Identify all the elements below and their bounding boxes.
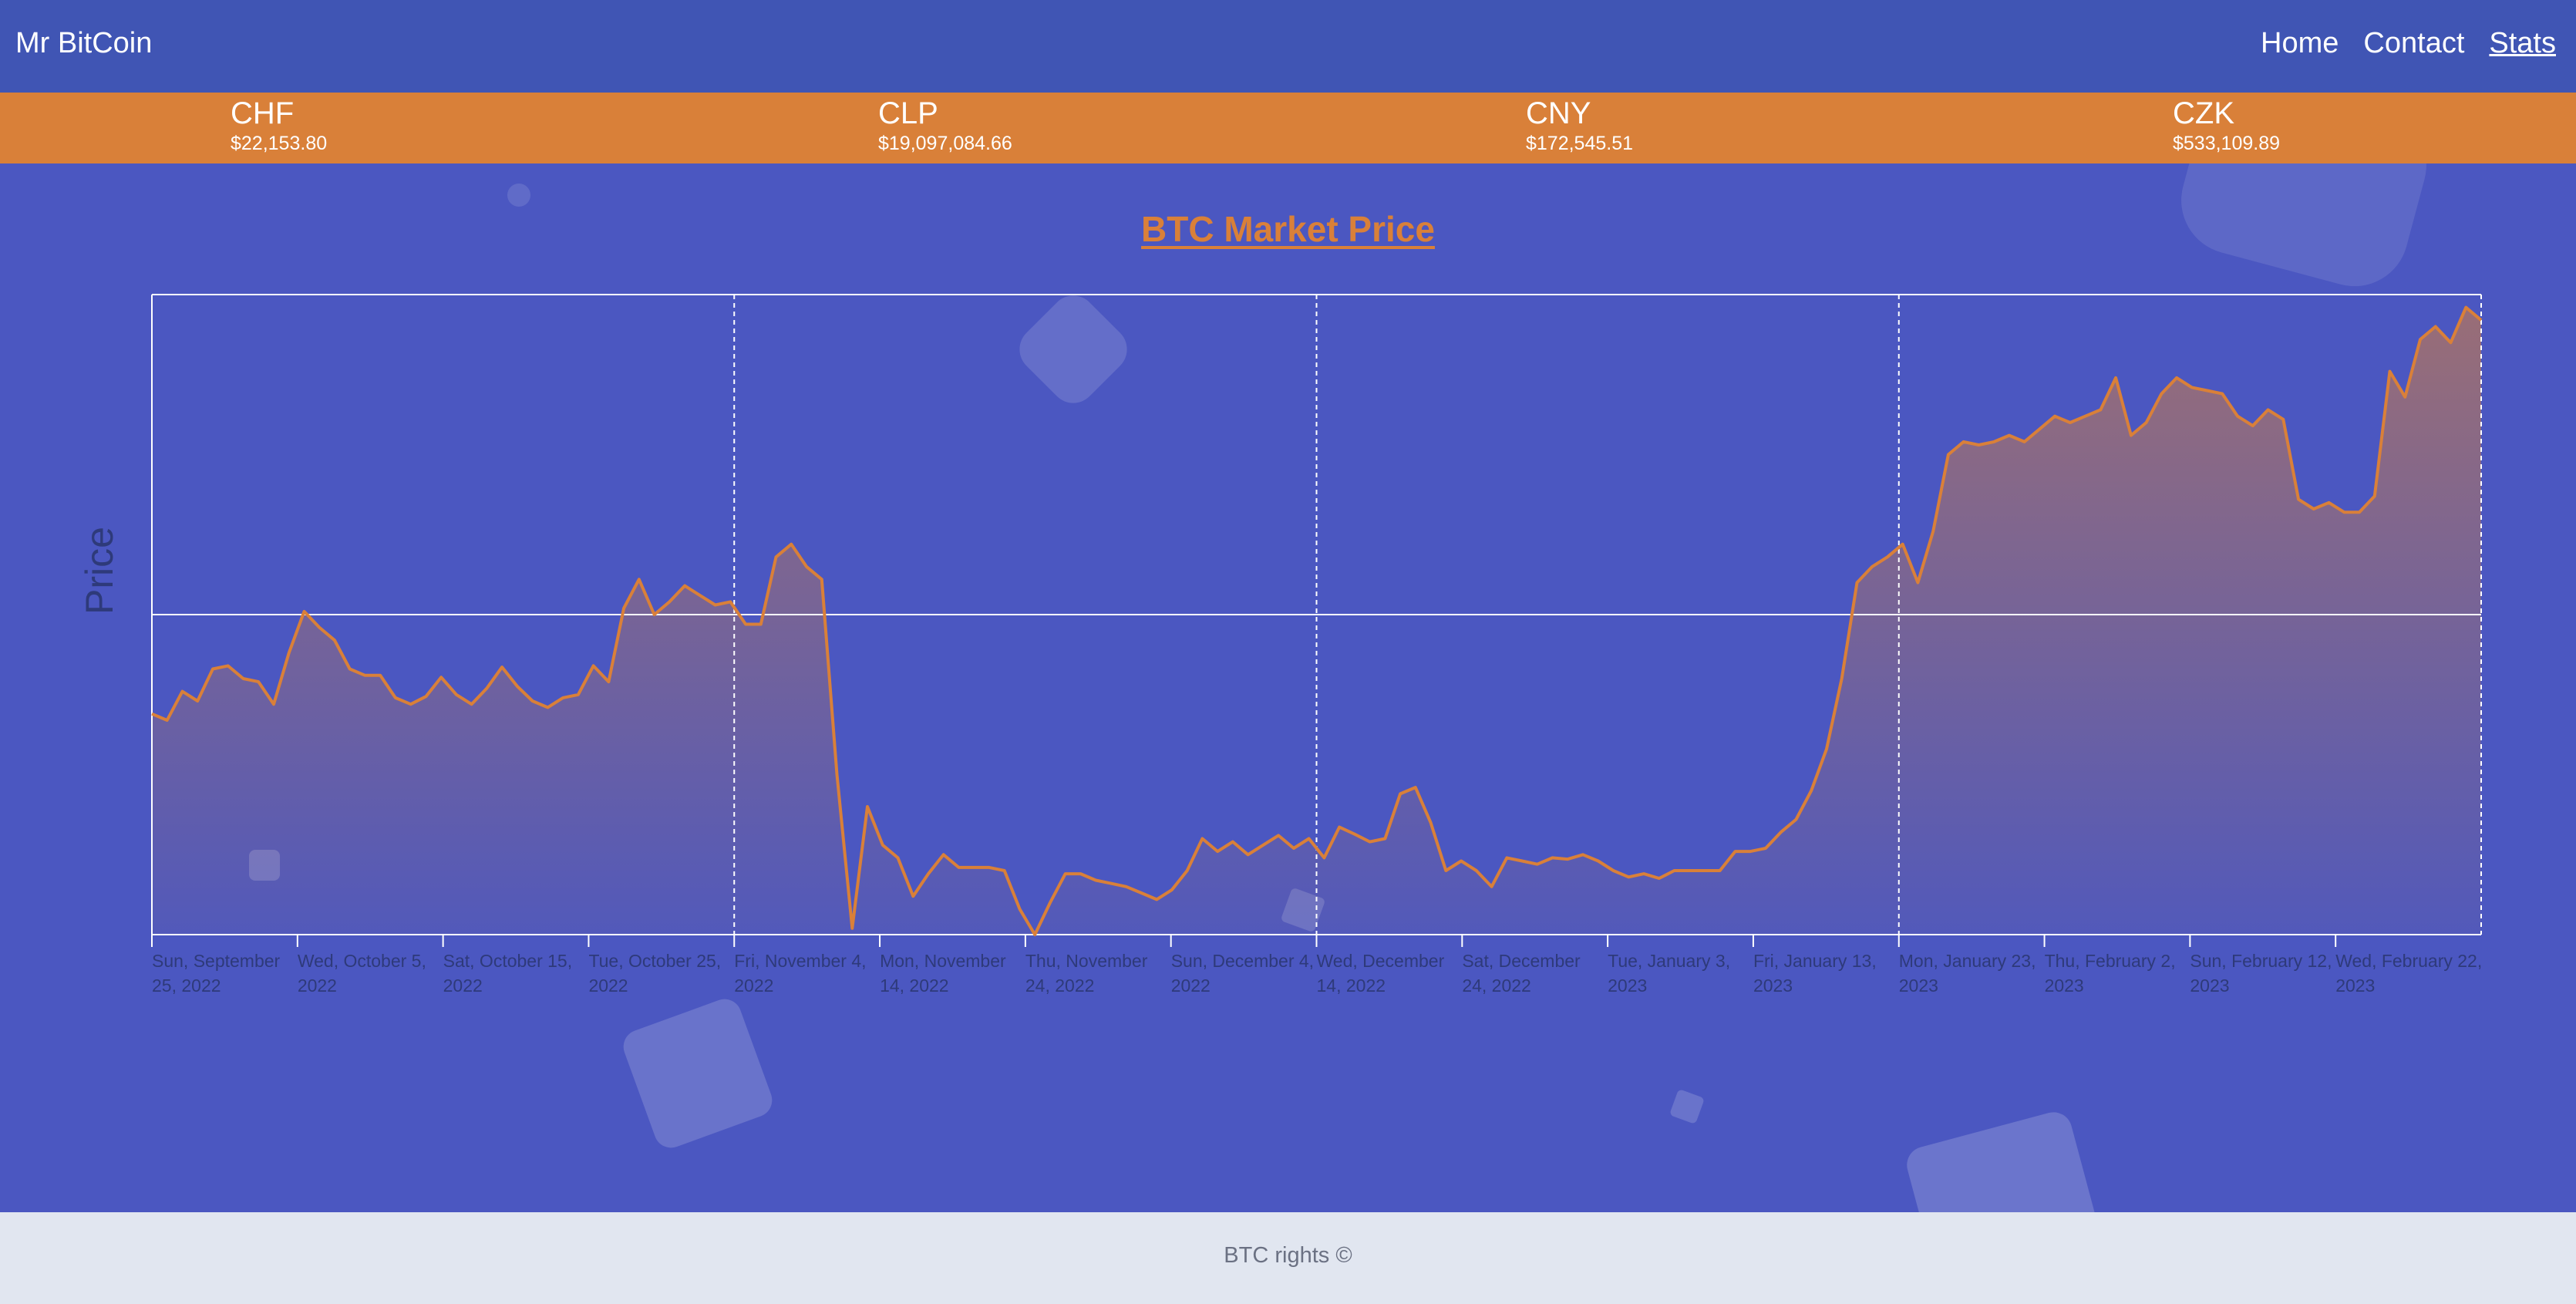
x-tick-label: Wed, February 22, 2023 [2335,951,2482,996]
x-tick-label: Mon, November 14, 2022 [880,951,1006,996]
rate-item-cny: CNY $172,545.51 [1526,96,1633,156]
price-line [151,305,2483,936]
x-tick-label: Mon, January 23, 2023 [1899,951,2036,996]
x-tick-label: Tue, October 25, 2022 [588,951,721,996]
top-header: Mr BitCoin Home Contact Stats [0,0,2576,93]
x-tick-label: Sat, December 24, 2022 [1462,951,1581,996]
rate-code: CLP [878,96,938,130]
nav-stats-link[interactable]: Stats [2489,26,2556,59]
x-tick-label: Sun, December 4, 2022 [1171,951,1314,996]
x-tick-label: Fri, January 13, 2023 [1753,951,1877,996]
currency-ticker: CHF $22,153.80 CLP $19,097,084.66 CNY $1… [0,93,2576,163]
brand-logo[interactable]: Mr BitCoin [15,27,153,59]
main-nav: Home Contact Stats [2261,23,2556,63]
x-tick-label: Fri, November 4, 2022 [734,951,866,996]
x-tick-label: Sat, October 15, 2022 [443,951,572,996]
x-tick-label: Thu, February 2, 2023 [2045,951,2176,996]
footer-copyright: BTC rights © [1224,1243,1352,1268]
stats-section: BTC Market Price Price Sun, September 25,… [0,163,2576,1212]
chart-title[interactable]: BTC Market Price [1141,209,1435,249]
x-tick-label: Sun, September 25, 2022 [152,951,281,996]
btc-price-chart: Sun, September 25, 2022 Wed, October 5, 202… [151,294,2483,996]
rate-code: CHF [231,96,295,130]
price-area-fill [152,307,2481,935]
decor-shape [507,184,530,207]
rate-code: CNY [1526,96,1591,130]
page-footer: BTC rights © [0,1212,2576,1304]
x-tick-label: Wed, October 5, 2022 [298,951,426,996]
rate-item-czk: CZK $533,109.89 [2173,96,2280,156]
x-tick-label: Thu, November 24, 2022 [1025,951,1148,996]
rate-code: CZK [2173,96,2234,130]
nav-contact-link[interactable]: Contact [2363,26,2465,59]
rate-price: $172,545.51 [1526,133,1634,154]
rate-item-chf: CHF $22,153.80 [231,96,327,156]
x-tick-label: Wed, December 14, 2022 [1317,951,1445,996]
rate-price: $22,153.80 [231,133,328,154]
x-tick-label: Tue, January 3, 2023 [1608,951,1730,996]
rate-price: $19,097,084.66 [878,133,1012,154]
x-tick-label: Sun, February 12, 2023 [2190,951,2332,996]
rate-price: $533,109.89 [2173,133,2281,154]
rate-item-clp: CLP $19,097,084.66 [878,96,1012,156]
nav-home-link[interactable]: Home [2261,26,2339,59]
